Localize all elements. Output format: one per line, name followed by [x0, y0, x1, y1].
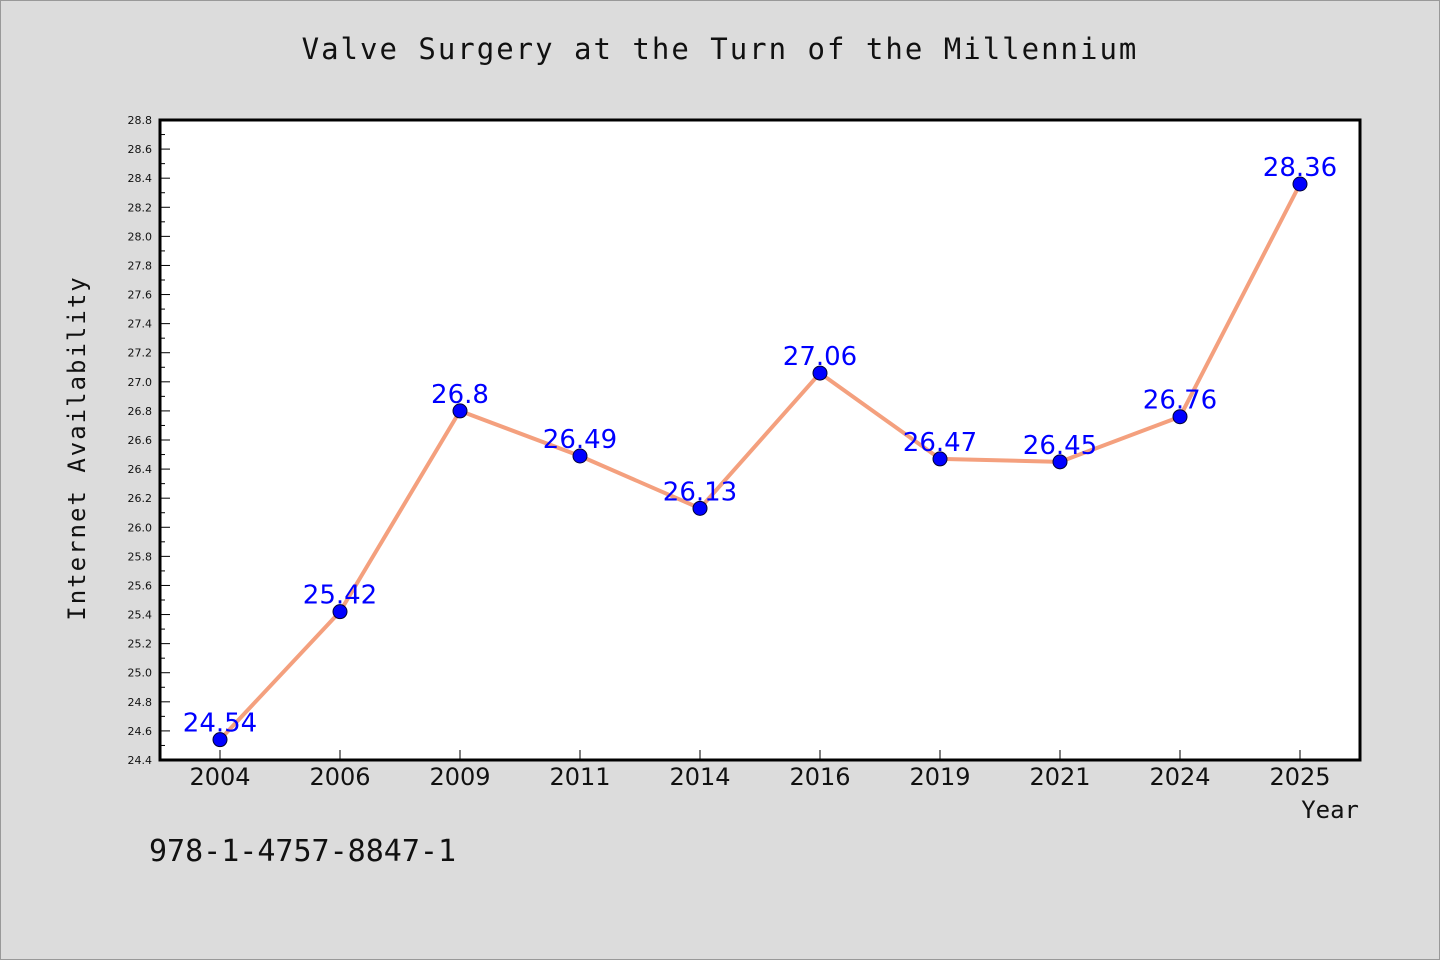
y-tick-label: 28.8	[128, 114, 153, 127]
x-tick-label: 2011	[549, 763, 610, 791]
y-tick-label: 27.4	[128, 318, 153, 331]
data-point	[812, 365, 828, 381]
data-label: 25.42	[303, 581, 377, 611]
y-tick-label: 27.0	[128, 376, 153, 389]
x-tick-label: 2024	[1149, 763, 1210, 791]
data-label: 24.54	[183, 709, 257, 739]
x-tick-label: 2009	[429, 763, 490, 791]
y-tick-label: 25.8	[128, 550, 153, 563]
y-tick-label: 26.8	[128, 405, 153, 418]
y-tick-label: 26.0	[128, 521, 153, 534]
y-tick-label: 25.6	[128, 579, 153, 592]
y-tick-label: 28.4	[128, 172, 153, 185]
y-tick-label: 26.2	[128, 492, 153, 505]
data-points	[212, 176, 1308, 748]
y-tick-label: 26.6	[128, 434, 153, 447]
y-tick-label: 28.2	[128, 201, 153, 214]
x-tick-label: 2025	[1269, 763, 1330, 791]
data-labels: 24.54 25.42 26.8 26.49 26.13 27.06 26.47 26.45 2…	[183, 153, 1337, 739]
x-tick-label: 2016	[789, 763, 850, 791]
data-point	[332, 604, 348, 620]
data-label: 26.47	[903, 428, 977, 458]
data-point	[452, 403, 468, 419]
y-tick-label: 27.2	[128, 347, 153, 360]
y-tick-label: 24.4	[128, 754, 153, 767]
y-tick-label: 24.8	[128, 696, 153, 709]
data-label: 26.13	[663, 477, 737, 507]
y-tick-label: 28.0	[128, 230, 153, 243]
data-point	[1292, 176, 1308, 192]
x-tick-label: 2021	[1029, 763, 1090, 791]
x-tick-label: 2019	[909, 763, 970, 791]
y-tick-label: 27.6	[128, 289, 153, 302]
data-point	[932, 451, 948, 467]
data-point	[1172, 409, 1188, 425]
series-line	[218, 183, 1302, 742]
x-tick-label: 2014	[669, 763, 730, 791]
y-tick-label: 25.4	[128, 609, 153, 622]
x-axis-title: Year	[1301, 796, 1359, 824]
data-point	[1052, 454, 1068, 470]
y-tick-label: 26.4	[128, 463, 153, 476]
data-label: 27.06	[783, 342, 857, 372]
y-tick-label: 25.2	[128, 638, 153, 651]
chart-title: Valve Surgery at the Turn of the Millenn…	[301, 32, 1139, 66]
y-tick-label: 27.8	[128, 259, 153, 272]
y-tick-label: 25.0	[128, 667, 153, 680]
data-label: 26.45	[1023, 431, 1097, 461]
y-axis-ticks: 24.4 24.6 24.8 25.0 25.2 25.4 25.6 25.8 26.0 26.2…	[128, 114, 170, 767]
data-point	[692, 500, 708, 516]
data-label: 26.76	[1143, 386, 1217, 416]
data-label: 26.49	[543, 425, 617, 455]
x-tick-label: 2006	[309, 763, 370, 791]
x-axis-ticks: 2004 2006 2009 2011 2014 2016 2019 2021 2024 2025	[189, 750, 1331, 791]
y-tick-label: 28.6	[128, 143, 153, 156]
data-point	[572, 448, 588, 464]
data-label: 28.36	[1263, 153, 1337, 183]
x-tick-label: 2004	[189, 763, 250, 791]
data-label: 26.8	[431, 380, 489, 410]
data-point	[212, 732, 228, 748]
isbn-text: 978-1-4757-8847-1	[149, 834, 457, 869]
y-tick-label: 24.6	[128, 725, 153, 738]
